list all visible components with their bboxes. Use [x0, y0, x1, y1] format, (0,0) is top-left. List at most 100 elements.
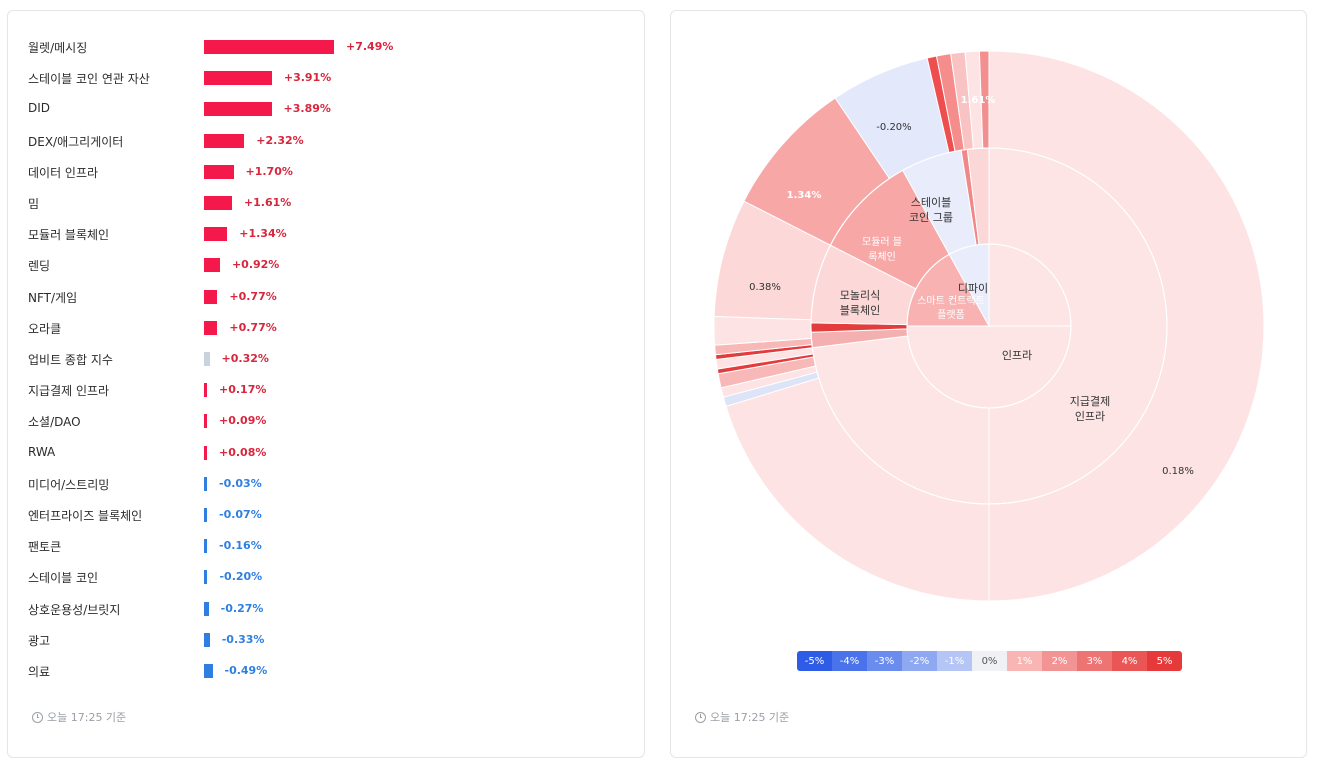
bar-row[interactable]: NFT/게임 +0.77% [8, 287, 644, 307]
timestamp-footer: 오늘 17:25 기준 [32, 709, 126, 725]
bar-row[interactable]: 미디어/스트리밍 -0.03% [8, 474, 644, 494]
bar-category-label: 광고 [28, 633, 51, 648]
label-monolithic-pct: 0.38% [749, 282, 781, 293]
bar [204, 383, 207, 398]
bar-row[interactable]: 데이터 인프라 +1.70% [8, 162, 644, 182]
bar [204, 164, 234, 179]
label-smart-contract: 스마트 컨트랙트 [917, 295, 985, 307]
bar-value-label: +0.92% [231, 258, 280, 272]
bar-category-label: NFT/게임 [28, 290, 78, 305]
clock-icon [32, 711, 43, 723]
bar-row[interactable]: 업비트 종합 지수 +0.32% [8, 349, 644, 369]
bar [204, 133, 245, 148]
bar-value-label: +1.61% [243, 196, 292, 209]
bar-value-label: -0.20% [219, 570, 263, 584]
label-payment: 인프라 [1075, 410, 1105, 423]
timestamp-footer-right: 오늘 17:25 기준 [695, 709, 789, 725]
bar-value-label: +0.17% [219, 383, 267, 397]
legend-cell: -2% [902, 651, 937, 671]
label-meme-pct: 1.61% [961, 95, 996, 106]
bar-category-label: 의료 [28, 665, 51, 679]
legend-cell: -4% [832, 651, 867, 671]
bar-category-label: 렌딩 [28, 259, 51, 274]
bar-row[interactable]: 스테이블 코인 연관 자산 +3.91% [8, 68, 644, 88]
bar-row[interactable]: RWA +0.08% [8, 443, 644, 463]
bar-category-label: 상호운용성/브릿지 [28, 602, 121, 617]
bar-value-label: -0.33% [221, 632, 265, 646]
category-bar-chart-panel: 월렛/메시징 +7.49% 스테이블 코인 연관 자산 +3.91% DID +3.89%… [7, 10, 645, 758]
timestamp-text-right: 오늘 17:25 기준 [710, 711, 790, 724]
bar [204, 289, 218, 304]
bar [204, 445, 207, 460]
bar-value-label: +0.09% [219, 414, 267, 428]
bar [204, 508, 207, 522]
ring-divider [906, 243, 1072, 409]
bar-value-label: +0.08% [219, 445, 267, 459]
bar-row[interactable]: 모듈러 블록체인 +1.34% [8, 224, 644, 244]
bar-row[interactable]: 의료 -0.49% [8, 661, 644, 681]
bar-category-label: 팬토큰 [28, 540, 62, 555]
bar-value-label: -0.07% [219, 508, 262, 521]
ring-divider [810, 147, 1168, 505]
bar [204, 476, 207, 491]
bar-value-label: +1.70% [245, 164, 293, 178]
bar-value-label: -0.03% [219, 476, 262, 490]
bar-category-label: 소셜/DAO [28, 415, 81, 430]
bar-row[interactable]: 팬토큰 -0.16% [8, 536, 644, 556]
timestamp-text: 오늘 17:25 기준 [47, 711, 127, 724]
bar-category-label: 데이터 인프라 [28, 165, 99, 180]
bar-row[interactable]: 스테이블 코인 -0.20% [8, 567, 644, 587]
bar-value-label: -0.27% [220, 601, 264, 615]
bar-category-label: 모듈러 블록체인 [28, 228, 110, 243]
bar-value-label: +0.32% [221, 352, 269, 365]
bar-value-label: +0.77% [229, 289, 277, 303]
legend-cell: 5% [1147, 651, 1182, 671]
bar [204, 258, 220, 273]
label-stable-group: 스테이블 [911, 196, 951, 209]
bar-row[interactable]: 오라클 +0.77% [8, 318, 644, 338]
bar-value-label: +3.91% [283, 71, 332, 85]
bar [204, 352, 210, 366]
bar [204, 570, 208, 585]
legend-cell: 0% [972, 651, 1007, 671]
bar-row[interactable]: 밈 +1.61% [8, 193, 644, 213]
bar-value-label: -0.49% [224, 664, 268, 677]
bar-row[interactable]: 렌딩 +0.92% [8, 255, 644, 275]
legend-cell: -3% [867, 651, 902, 671]
label-monolithic: 블록체인 [840, 304, 880, 317]
bar [204, 102, 272, 117]
bar-value-label: -0.16% [219, 539, 262, 553]
bar-row[interactable]: 지급결제 인프라 +0.17% [8, 380, 644, 400]
bar [204, 664, 213, 678]
legend-cell: 3% [1077, 651, 1112, 671]
bar-row[interactable]: 엔터프라이즈 블록체인 -0.07% [8, 505, 644, 525]
legend-cell: 4% [1112, 651, 1147, 671]
color-legend: -5% -4% -3% -2% -1% 0% 1% 2% 3% 4% 5% [797, 651, 1182, 671]
bar [204, 227, 228, 242]
bar-value-label: +2.32% [256, 133, 304, 147]
bar-value-label: +0.77% [229, 320, 277, 334]
label-stable-group: 코인 그룹 [909, 211, 953, 224]
label-infra: 인프라 [1002, 349, 1032, 362]
label-defi: 디파이 [958, 282, 988, 295]
bar-row[interactable]: DID +3.89% [8, 99, 644, 119]
bar-row[interactable]: 상호운용성/브릿지 -0.27% [8, 599, 644, 619]
sunburst-chart-panel: 인프라 지급결제 인프라 0.18% 모놀리식 블록체인 0.38% 모듈러 블 록체인 1.34… [670, 10, 1307, 758]
bar [204, 196, 232, 210]
bar-category-label: 스테이블 코인 [28, 571, 99, 586]
bar-row[interactable]: 월렛/메시징 +7.49% [8, 37, 644, 57]
label-smart-contract: 플랫폼 [937, 309, 965, 321]
bar-category-label: DEX/애그리게이터 [28, 134, 124, 149]
bar-category-label: RWA [28, 444, 56, 459]
bar-category-label: 월렛/메시징 [28, 41, 88, 55]
label-payment-pct: 0.18% [1162, 466, 1194, 477]
legend-cell: -1% [937, 651, 972, 671]
bar-row[interactable]: DEX/애그리게이터 +2.32% [8, 131, 644, 151]
bar-category-label: 오라클 [28, 321, 62, 336]
bar-row[interactable]: 소셜/DAO +0.09% [8, 411, 644, 431]
bar-category-label: 엔터프라이즈 블록체인 [28, 509, 143, 523]
bar [204, 632, 210, 647]
bar-category-label: 업비트 종합 지수 [28, 353, 113, 367]
bar-row[interactable]: 광고 -0.33% [8, 630, 644, 650]
